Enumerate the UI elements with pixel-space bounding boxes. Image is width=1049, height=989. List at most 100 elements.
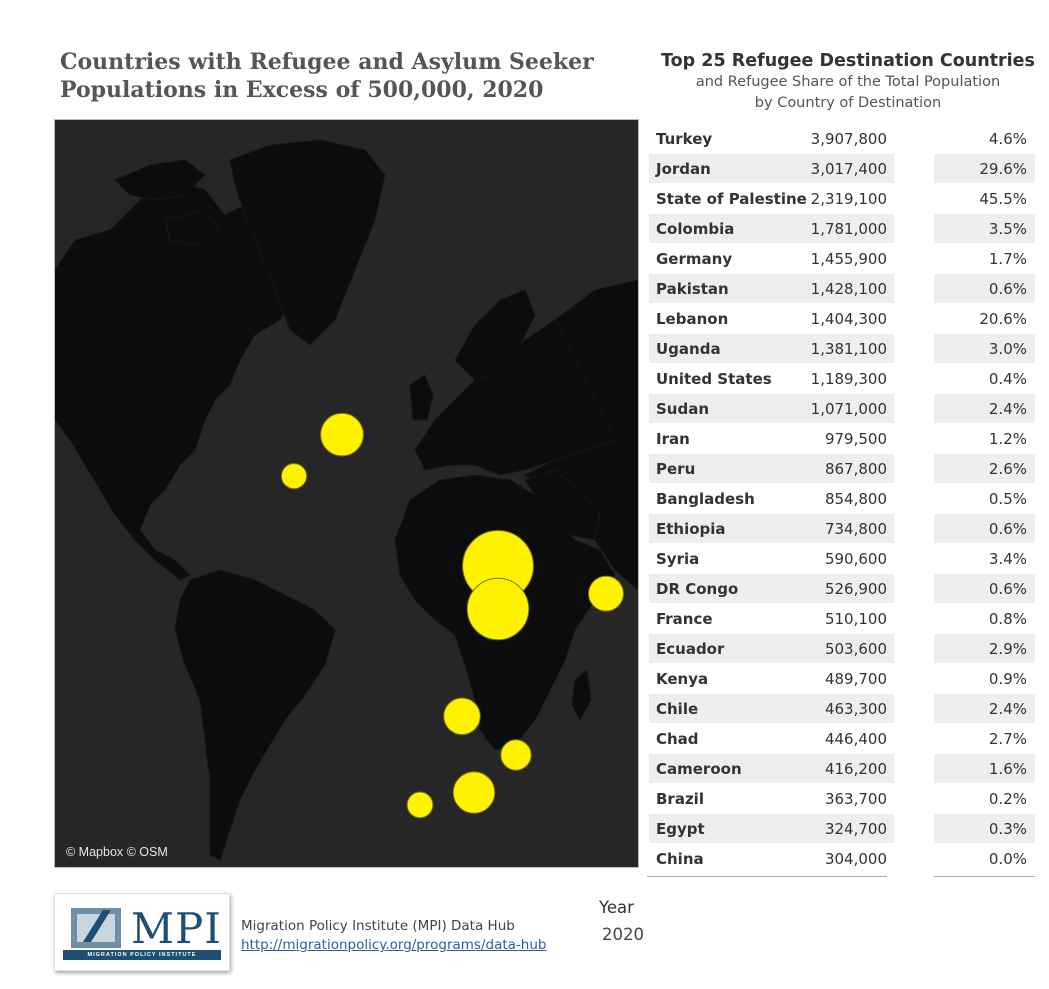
- world-map[interactable]: © Mapbox © OSM: [54, 119, 639, 868]
- refugee-count-cell: 590,600: [824, 550, 887, 568]
- country-cell: Sudan: [649, 394, 804, 423]
- map-canvas[interactable]: [55, 120, 638, 867]
- year-filter-value[interactable]: 2020: [602, 925, 644, 944]
- table-row[interactable]: Ecuador 503,600 2.9%: [647, 634, 1037, 663]
- table-bottom-rule: [647, 876, 887, 877]
- uk-shape: [409, 374, 434, 421]
- table-subtitle-line2: by Country of Destination: [754, 95, 942, 111]
- population-share-cell: 1.7%: [988, 250, 1027, 268]
- south-america-shape: [174, 569, 336, 861]
- population-share-cell: 3.5%: [934, 214, 1035, 243]
- country-cell: State of Palestine: [656, 190, 807, 208]
- refugee-bubbles[interactable]: [55, 412, 638, 819]
- refugee-count-cell: 734,800: [797, 514, 894, 543]
- country-cell: Cameroon: [649, 754, 804, 783]
- table-row[interactable]: Chile 463,300 2.4%: [647, 694, 1037, 723]
- refugee-bubble[interactable]: [320, 412, 364, 457]
- country-cell: Peru: [649, 454, 804, 483]
- population-share-cell: 1.2%: [988, 430, 1027, 448]
- country-cell: Lebanon: [656, 310, 729, 328]
- table-row[interactable]: Egypt 324,700 0.3%: [647, 814, 1037, 843]
- refugee-count-cell: 446,400: [824, 730, 887, 748]
- table-row[interactable]: Colombia 1,781,000 3.5%: [647, 214, 1037, 243]
- country-cell: Germany: [656, 250, 733, 268]
- table-row[interactable]: France 510,100 0.8%: [647, 604, 1037, 633]
- mpi-logo-subtext: MIGRATION POLICY INSTITUTE: [63, 950, 221, 960]
- table-row[interactable]: Turkey 3,907,800 4.6%: [647, 124, 1037, 153]
- table-row[interactable]: Sudan 1,071,000 2.4%: [647, 394, 1037, 423]
- country-cell: France: [656, 610, 713, 628]
- table-row[interactable]: Germany 1,455,900 1.7%: [647, 244, 1037, 273]
- population-share-cell: 0.0%: [988, 850, 1027, 868]
- refugee-bubble[interactable]: [452, 771, 496, 814]
- table-header: Top 25 Refugee Destination Countries and…: [646, 50, 1049, 114]
- population-share-cell: 0.6%: [934, 514, 1035, 543]
- table-row[interactable]: State of Palestine 2,319,100 45.5%: [647, 184, 1037, 213]
- table-row[interactable]: Cameroon 416,200 1.6%: [647, 754, 1037, 783]
- country-cell: United States: [656, 370, 772, 388]
- country-cell: Brazil: [656, 790, 704, 808]
- table-row[interactable]: Chad 446,400 2.7%: [647, 724, 1037, 753]
- country-cell: China: [656, 850, 704, 868]
- refugee-count-cell: 304,000: [824, 850, 887, 868]
- mpi-logo-icon: [71, 908, 121, 948]
- refugee-count-cell: 503,600: [797, 634, 894, 663]
- table-row[interactable]: Peru 867,800 2.6%: [647, 454, 1037, 483]
- table-row[interactable]: Pakistan 1,428,100 0.6%: [647, 274, 1037, 303]
- refugee-bubble[interactable]: [280, 463, 308, 490]
- table-row[interactable]: Bangladesh 854,800 0.5%: [647, 484, 1037, 513]
- refugee-bubble[interactable]: [500, 739, 532, 771]
- refugee-bubble[interactable]: [588, 575, 624, 612]
- table-row[interactable]: Kenya 489,700 0.9%: [647, 664, 1037, 693]
- map-attribution[interactable]: © Mapbox © OSM: [59, 842, 175, 862]
- table-row[interactable]: Brazil 363,700 0.2%: [647, 784, 1037, 813]
- country-cell: Kenya: [656, 670, 709, 688]
- country-cell: Chile: [649, 694, 804, 723]
- table-row[interactable]: China 304,000 0.0%: [647, 844, 1037, 873]
- table-row[interactable]: Jordan 3,017,400 29.6%: [647, 154, 1037, 183]
- north-america-shape: [55, 179, 296, 581]
- refugee-count-cell: 1,189,300: [810, 370, 887, 388]
- mpi-logo-text: MPI: [131, 904, 222, 953]
- refugee-count-cell: 1,071,000: [797, 394, 894, 423]
- table-row[interactable]: Lebanon 1,404,300 20.6%: [647, 304, 1037, 333]
- population-share-cell: 2.4%: [934, 694, 1035, 723]
- refugee-count-cell: 854,800: [824, 490, 887, 508]
- refugee-count-cell: 1,381,100: [797, 334, 894, 363]
- refugee-count-cell: 489,700: [824, 670, 887, 688]
- population-share-cell: 0.5%: [988, 490, 1027, 508]
- country-cell: Ethiopia: [649, 514, 804, 543]
- table-row[interactable]: Uganda 1,381,100 3.0%: [647, 334, 1037, 363]
- table-row[interactable]: DR Congo 526,900 0.6%: [647, 574, 1037, 603]
- table-row[interactable]: Ethiopia 734,800 0.6%: [647, 514, 1037, 543]
- population-share-cell: 2.9%: [934, 634, 1035, 663]
- population-share-cell: 0.6%: [934, 574, 1035, 603]
- refugee-count-cell: 1,404,300: [810, 310, 887, 328]
- scandinavia-shape: [454, 289, 536, 381]
- refugee-bubble[interactable]: [466, 577, 530, 641]
- population-share-cell: 0.2%: [988, 790, 1027, 808]
- arctic-islands-shape: [114, 159, 221, 246]
- table-row[interactable]: Syria 590,600 3.4%: [647, 544, 1037, 573]
- population-share-cell: 2.4%: [934, 394, 1035, 423]
- refugee-count-cell: 416,200: [797, 754, 894, 783]
- refugee-count-cell: 1,428,100: [797, 274, 894, 303]
- mpi-logo[interactable]: MPI MIGRATION POLICY INSTITUTE: [54, 893, 230, 971]
- refugee-bubble[interactable]: [443, 697, 481, 736]
- population-share-cell: 2.6%: [934, 454, 1035, 483]
- country-cell: Turkey: [656, 130, 713, 148]
- greenland-shape: [229, 139, 386, 346]
- refugee-count-cell: 2,319,100: [810, 190, 887, 208]
- country-cell: Ecuador: [649, 634, 804, 663]
- table-row[interactable]: Iran 979,500 1.2%: [647, 424, 1037, 453]
- source-link[interactable]: http://migrationpolicy.org/programs/data…: [241, 937, 547, 953]
- table-title: Top 25 Refugee Destination Countries: [661, 51, 1035, 71]
- country-cell: Bangladesh: [656, 490, 755, 508]
- population-share-cell: 45.5%: [979, 190, 1027, 208]
- refugee-count-cell: 979,500: [824, 430, 887, 448]
- population-share-cell: 0.3%: [934, 814, 1035, 843]
- population-share-cell: 3.4%: [988, 550, 1027, 568]
- refugee-bubble[interactable]: [406, 791, 434, 819]
- table-row[interactable]: United States 1,189,300 0.4%: [647, 364, 1037, 393]
- refugee-count-cell: 510,100: [824, 610, 887, 628]
